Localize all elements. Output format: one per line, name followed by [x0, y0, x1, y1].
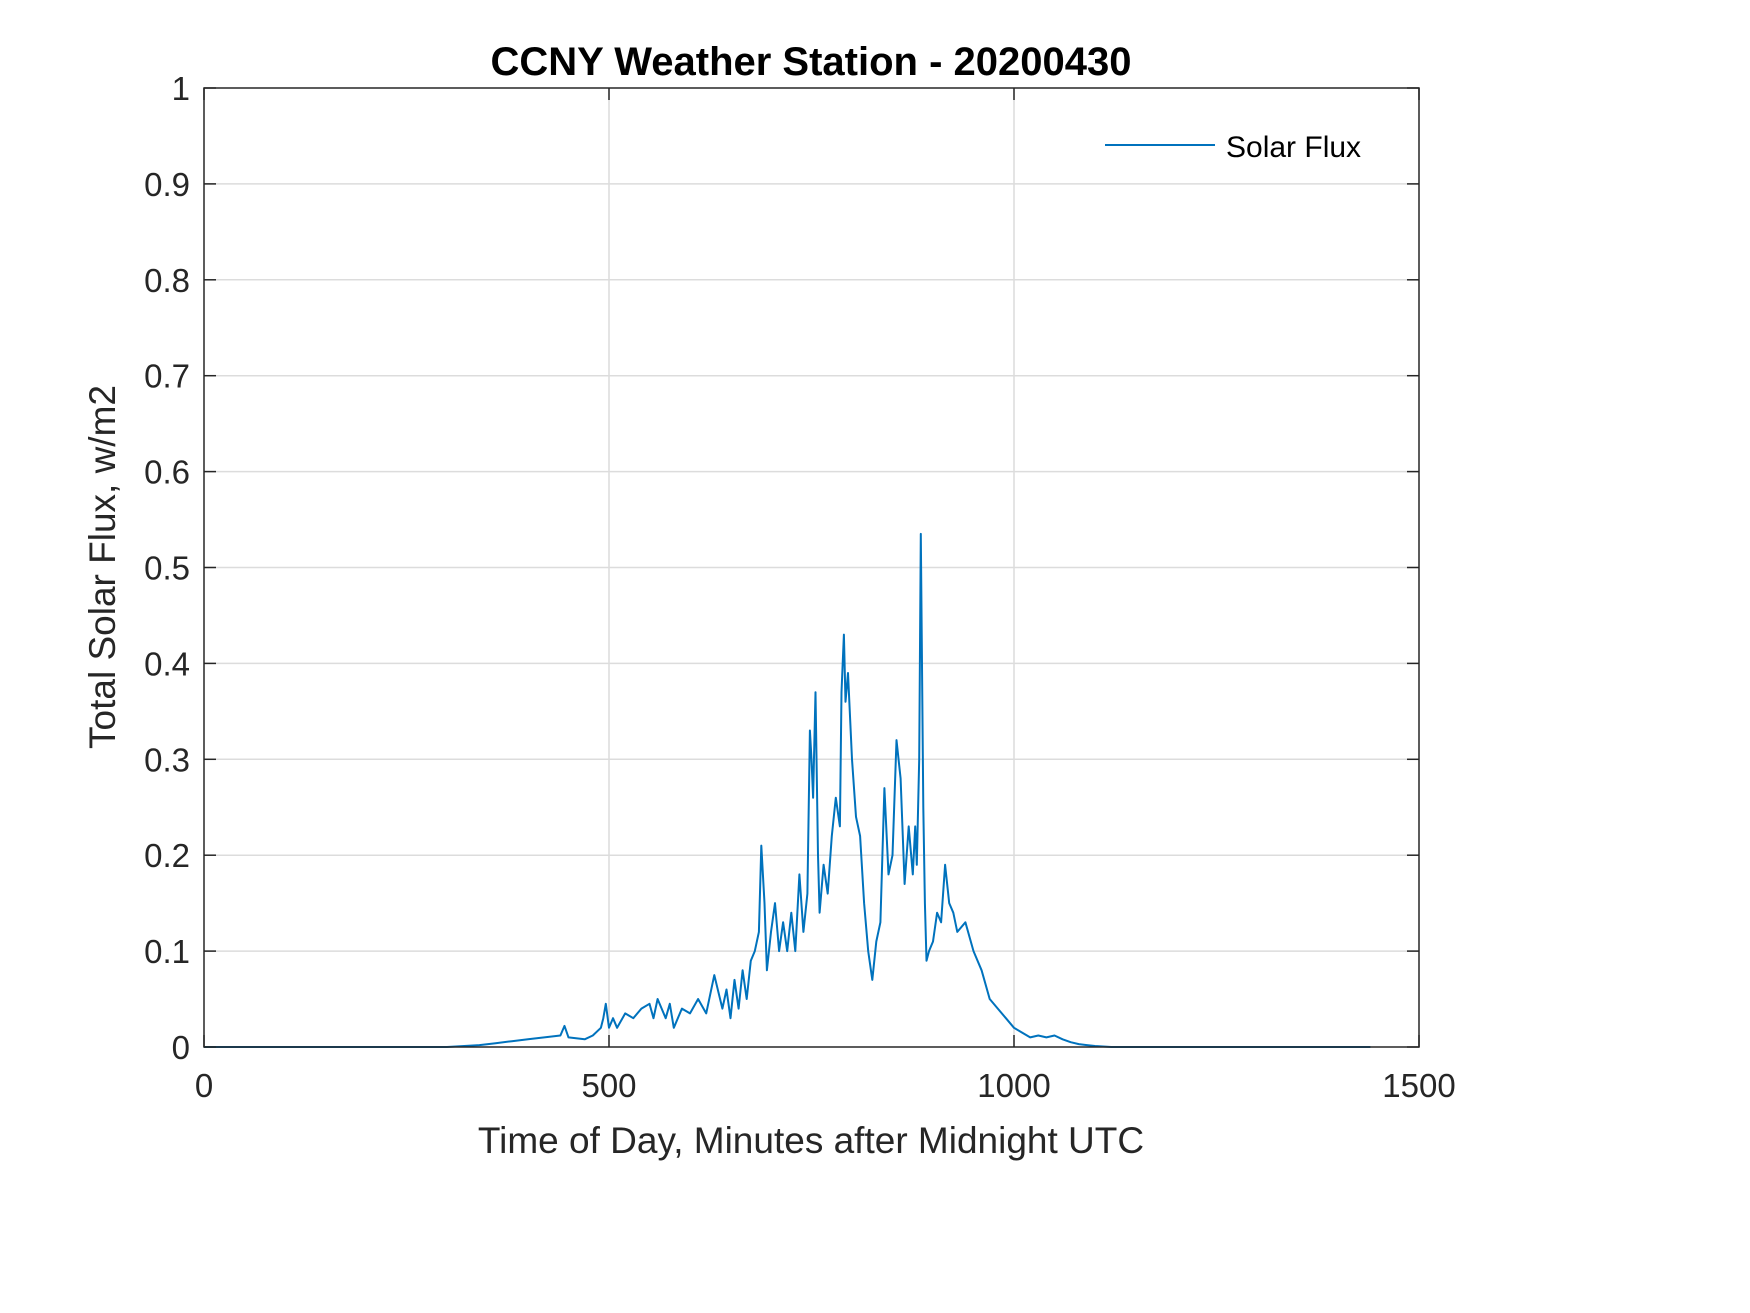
series-layer [204, 532, 1371, 1048]
series-line-solar-flux [204, 532, 1371, 1048]
y-tick-label: 0.9 [144, 166, 190, 203]
y-tick-label: 0.7 [144, 358, 190, 395]
y-tick-label: 0.8 [144, 262, 190, 299]
y-tick-label: 0.1 [144, 933, 190, 970]
tick-labels: 0 500 1000 1500 0 0.1 0.2 0.3 0.4 0.5 0.6 0.7 0.8 0.9… [144, 70, 1456, 1104]
y-tick-label: 0 [172, 1029, 190, 1066]
x-axis-label: Time of Day, Minutes after Midnight UTC [478, 1120, 1144, 1161]
legend: Solar Flux [1105, 131, 1361, 164]
x-tick-label: 0 [195, 1067, 213, 1104]
x-tick-label: 1000 [977, 1067, 1050, 1104]
y-tick-label: 0.6 [144, 454, 190, 491]
legend-label-solar-flux: Solar Flux [1226, 131, 1361, 164]
chart-title: CCNY Weather Station - 20200430 [491, 40, 1132, 84]
tick-marks [203, 87, 1420, 1048]
y-tick-label: 1 [172, 70, 190, 107]
y-tick-label: 0.2 [144, 837, 190, 874]
y-axis-label: Total Solar Flux, w/m2 [82, 385, 123, 749]
y-tick-label: 0.4 [144, 645, 190, 682]
x-tick-label: 1500 [1382, 1067, 1455, 1104]
y-tick-label: 0.5 [144, 550, 190, 587]
grid-lines [204, 88, 1419, 1047]
y-tick-label: 0.3 [144, 741, 190, 778]
x-tick-label: 500 [581, 1067, 636, 1104]
solar-flux-chart: 0 500 1000 1500 0 0.1 0.2 0.3 0.4 0.5 0.6 0.7 0.8 0.9… [82, 40, 1456, 1161]
